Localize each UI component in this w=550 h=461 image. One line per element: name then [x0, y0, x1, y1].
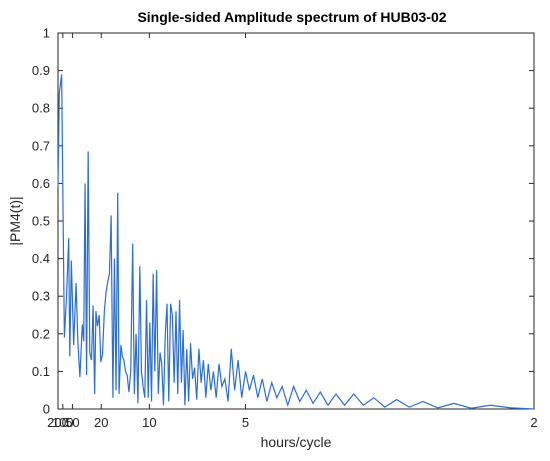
- chart-title: Single-sided Amplitude spectrum of HUB03…: [137, 9, 446, 25]
- y-tick-label: 0.6: [32, 176, 50, 191]
- y-tick-label: 0.9: [32, 63, 50, 78]
- y-tick-label: 0.3: [32, 289, 50, 304]
- plot-area: [57, 32, 535, 410]
- y-tick-label: 0.5: [32, 214, 50, 229]
- series-line: [57, 74, 535, 410]
- x-tick-label: 50: [65, 415, 79, 430]
- y-tick-label: 0.8: [32, 101, 50, 116]
- x-tick-label: 10: [142, 415, 156, 430]
- x-axis-title: hours/cycle: [261, 434, 332, 450]
- y-tick-label: 0.1: [32, 364, 50, 379]
- y-tick-label: 0.7: [32, 138, 50, 153]
- y-tick-label: 0: [43, 402, 50, 417]
- x-tick-label: 100: [52, 415, 74, 430]
- y-axis: 0 0.1 0.2 0.3 0.4 0.5 0.6 0.7 0.8 0.9 1: [32, 26, 534, 417]
- x-tick-label: 20: [94, 415, 108, 430]
- x-tick-label: 5: [242, 415, 249, 430]
- x-tick-label: 2: [530, 415, 537, 430]
- x-tick-label: 200: [47, 415, 69, 430]
- y-tick-label: 0.4: [32, 251, 50, 266]
- y-axis-title: |PM4(t)|: [7, 196, 23, 245]
- y-tick-label: 1: [43, 26, 50, 41]
- y-tick-label: 0.2: [32, 326, 50, 341]
